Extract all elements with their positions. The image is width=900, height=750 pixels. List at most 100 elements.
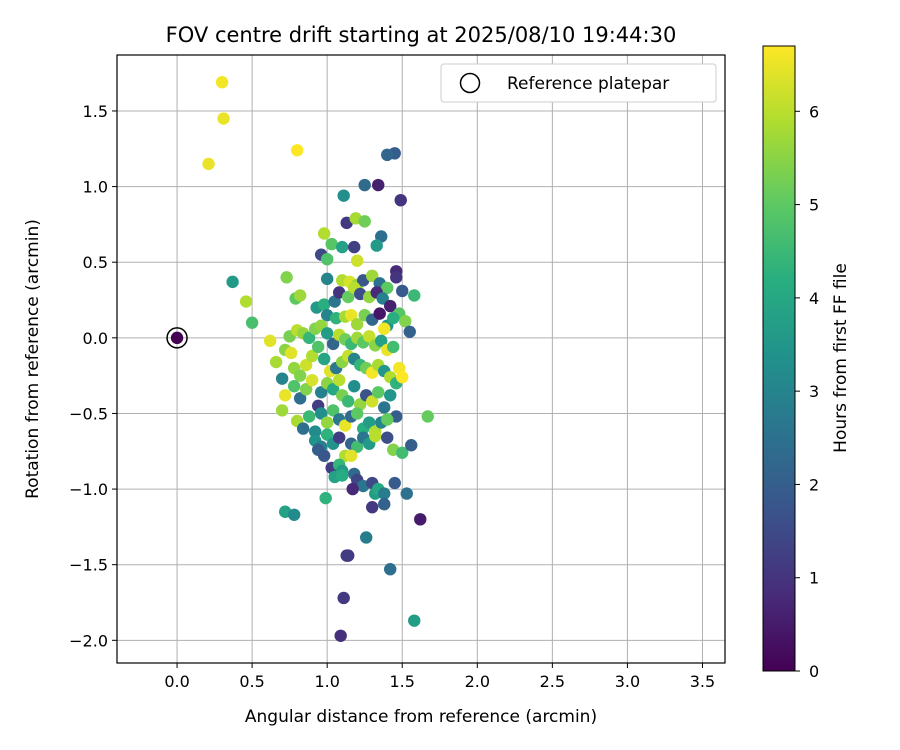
x-tick-label: 3.0 xyxy=(615,672,640,691)
scatter-point xyxy=(378,401,391,414)
scatter-points xyxy=(202,76,434,642)
y-tick-label: 1.0 xyxy=(83,178,108,197)
scatter-point xyxy=(408,614,421,627)
x-tick-label: 0.0 xyxy=(164,672,189,691)
reference-point xyxy=(170,331,184,345)
scatter-point xyxy=(341,290,355,304)
legend-marker-icon xyxy=(459,72,481,94)
scatter-point xyxy=(215,76,229,89)
scatter-point xyxy=(350,440,364,453)
colorbar-tick-label: 1 xyxy=(809,569,819,588)
scatter-point xyxy=(217,112,230,125)
scatter-point xyxy=(399,314,412,328)
reference-marker xyxy=(166,327,188,349)
scatter-point xyxy=(381,148,394,162)
scatter-point xyxy=(326,383,340,396)
colorbar-tick-label: 0 xyxy=(809,662,819,681)
y-tick-label: −1.5 xyxy=(69,556,108,575)
scatter-point xyxy=(381,431,394,444)
scatter-point xyxy=(293,392,307,405)
colorbar-tick-label: 2 xyxy=(809,475,819,494)
scatter-point xyxy=(317,298,331,311)
grid xyxy=(117,55,725,663)
scatter-point xyxy=(337,591,350,605)
scatter-point xyxy=(366,269,379,283)
scatter-point xyxy=(340,549,353,562)
scatter-point xyxy=(317,227,331,240)
scatter-point xyxy=(381,413,394,426)
scatter-point xyxy=(378,497,391,511)
scatter-point xyxy=(335,469,349,482)
scatter-point xyxy=(332,431,346,444)
colorbar-gradient xyxy=(762,45,796,672)
scatter-point xyxy=(299,358,313,372)
scatter-point xyxy=(293,289,307,302)
scatter-point xyxy=(421,410,434,423)
y-axis-ticks: 1.5 1.0 0.5 0.0 −0.5 −1.0 −1.5 −2.0 xyxy=(69,102,117,650)
scatter-point xyxy=(384,563,397,576)
scatter-point xyxy=(363,330,376,343)
x-tick-label: 3.5 xyxy=(690,672,715,691)
scatter-point xyxy=(375,334,388,348)
scatter-point xyxy=(344,449,358,462)
scatter-point xyxy=(381,281,394,295)
scatter-point xyxy=(326,404,340,417)
scatter-point xyxy=(308,425,322,438)
scatter-point xyxy=(350,254,364,267)
scatter-point xyxy=(332,373,346,387)
y-tick-label: 0.0 xyxy=(83,329,108,348)
scatter-point xyxy=(396,370,409,384)
x-tick-label: 1.0 xyxy=(314,672,339,691)
scatter-point xyxy=(387,340,400,354)
scatter-point xyxy=(319,491,332,505)
scatter-point xyxy=(287,508,301,521)
scatter-point xyxy=(263,334,277,348)
scatter-point xyxy=(358,178,371,192)
y-tick-label: 1.5 xyxy=(83,102,108,121)
scatter-point xyxy=(275,372,289,385)
scatter-point xyxy=(296,422,310,435)
scatter-point xyxy=(347,240,361,254)
x-axis-ticks: 0.0 0.5 1.0 1.5 2.0 2.5 3.0 3.5 xyxy=(164,663,715,691)
scatter-point xyxy=(414,513,427,526)
scatter-point xyxy=(396,446,409,459)
x-axis-label: Angular distance from reference (arcmin) xyxy=(245,707,597,727)
scatter-point xyxy=(369,429,382,443)
y-tick-label: −2.0 xyxy=(69,631,108,650)
scatter-point xyxy=(376,292,389,305)
scatter-point xyxy=(334,629,347,642)
scatter-point xyxy=(314,407,328,420)
scatter-point xyxy=(400,487,413,500)
scatter-point xyxy=(335,240,349,254)
scatter-point xyxy=(302,410,316,423)
plot-frame xyxy=(116,54,726,664)
scatter-point xyxy=(378,322,391,335)
scatter-point xyxy=(384,299,397,313)
y-axis-label: Rotation from reference (arcmin) xyxy=(23,219,43,499)
scatter-point xyxy=(290,144,304,157)
x-tick-label: 2.0 xyxy=(465,672,490,691)
scatter-point xyxy=(311,340,325,354)
scatter-point xyxy=(366,501,379,514)
scatter-point xyxy=(344,308,358,322)
scatter-point xyxy=(388,476,401,490)
scatter-point xyxy=(326,337,340,351)
chart-title: FOV centre drift starting at 2025/08/10 … xyxy=(166,23,677,47)
scatter-point xyxy=(280,271,293,284)
scatter-point xyxy=(384,389,397,402)
scatter-point xyxy=(284,346,298,360)
scatter-point xyxy=(387,311,400,325)
y-tick-label: −1.0 xyxy=(69,480,108,499)
scatter-point xyxy=(302,331,316,345)
legend: Reference platepar xyxy=(440,63,717,103)
scatter-point xyxy=(347,380,361,393)
scatter-point xyxy=(396,284,409,298)
scatter-point xyxy=(350,407,364,420)
colorbar-tick-label: 5 xyxy=(809,196,819,215)
scatter-point xyxy=(305,349,319,363)
colorbar-tick-label: 6 xyxy=(809,102,819,121)
scatter-point xyxy=(293,369,307,382)
scatter-point xyxy=(373,307,386,320)
scatter-point xyxy=(366,395,379,408)
